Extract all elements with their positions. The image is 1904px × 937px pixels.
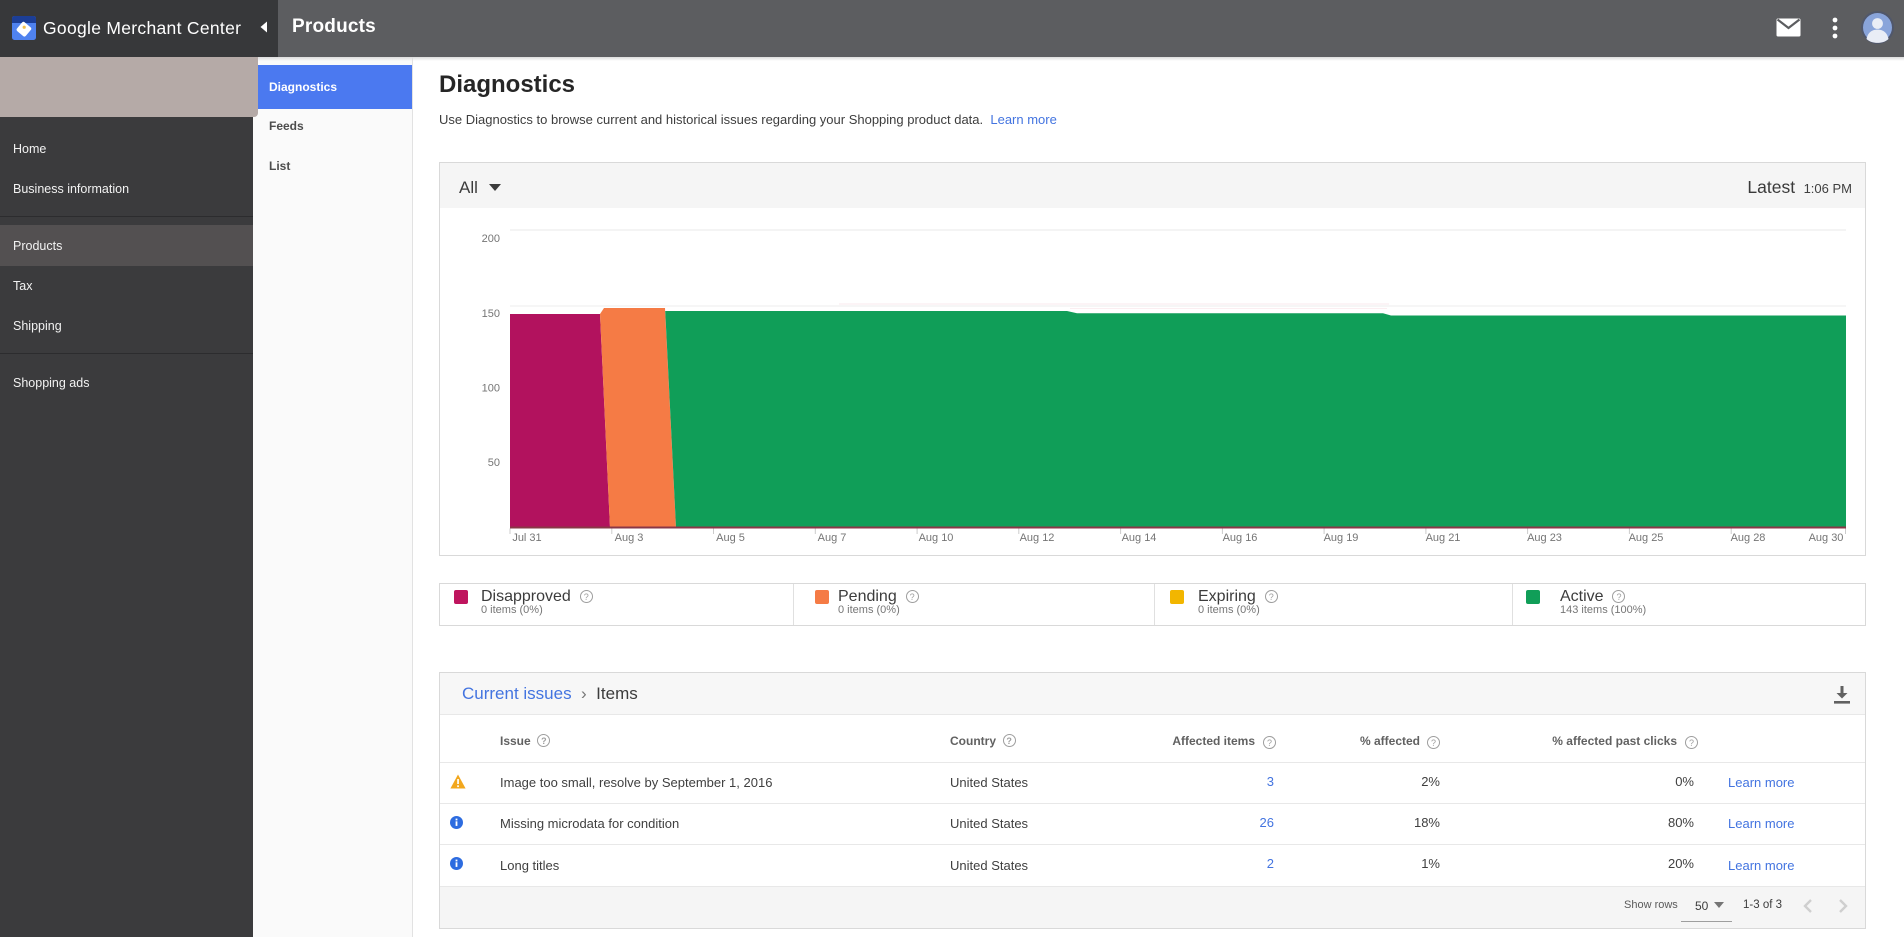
svg-text:Aug 7: Aug 7: [818, 532, 847, 544]
svg-text:Aug 25: Aug 25: [1629, 532, 1664, 544]
svg-text:Aug 16: Aug 16: [1223, 532, 1258, 544]
svg-text:100: 100: [482, 383, 500, 395]
svg-text:150: 150: [482, 308, 500, 320]
svg-text:Aug 19: Aug 19: [1324, 532, 1359, 544]
svg-text:Aug 23: Aug 23: [1527, 532, 1562, 544]
svg-text:Aug 12: Aug 12: [1020, 532, 1055, 544]
svg-text:Aug 21: Aug 21: [1426, 532, 1461, 544]
svg-text:200: 200: [482, 233, 500, 245]
svg-text:Jul 31: Jul 31: [512, 532, 541, 544]
svg-text:50: 50: [488, 457, 500, 469]
svg-text:Aug 30: Aug 30: [1809, 532, 1844, 544]
svg-text:Aug 10: Aug 10: [919, 532, 954, 544]
svg-text:Aug 3: Aug 3: [615, 532, 644, 544]
svg-text:Aug 28: Aug 28: [1731, 532, 1766, 544]
svg-text:Aug 5: Aug 5: [716, 532, 745, 544]
svg-text:Aug 14: Aug 14: [1122, 532, 1157, 544]
